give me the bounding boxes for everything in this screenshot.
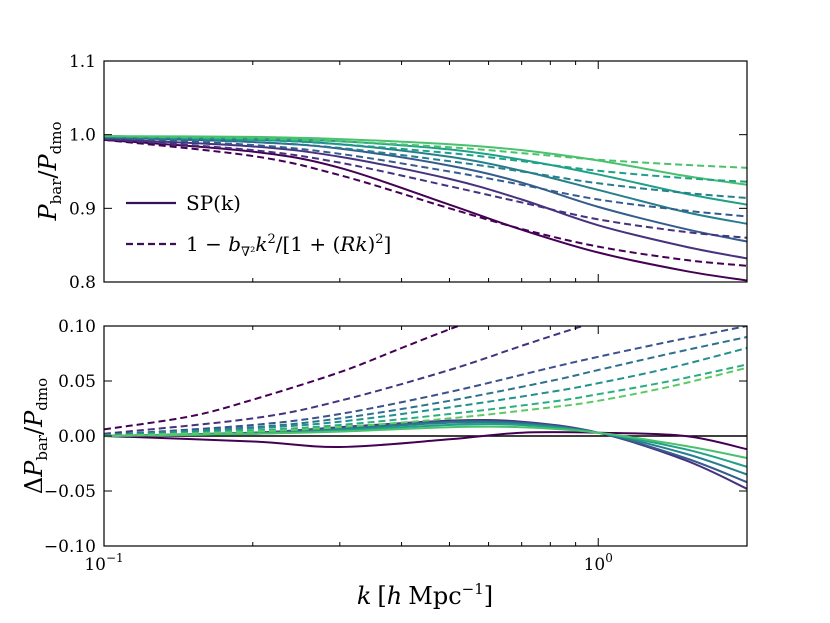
series-line-bottom-dashed-5: [104, 347, 747, 436]
series-line-bottom-solid-1: [104, 431, 747, 451]
top-ylabel-p: P: [34, 203, 62, 221]
series-line-bottom-dashed-3: [104, 326, 747, 436]
x-tick-label-base: 10: [84, 555, 106, 575]
y-tick-label: 0.8: [69, 273, 96, 293]
bottom-ylabel-p2: P: [20, 410, 48, 428]
top-panel: 0.80.91.01.1 Pbar/Pdmo SP(k) 1 − b∇²k2/[…: [34, 52, 748, 293]
bottom-ylabel-slash: /: [20, 426, 48, 435]
xlabel-mpc: Mpc: [408, 582, 461, 610]
y-tick-label: 1.0: [69, 126, 96, 146]
bottom-ylabel-bar: bar: [33, 434, 51, 461]
series-line-bottom-dashed-4: [104, 336, 747, 436]
legend-dashed-part-rest: /[1 + (: [276, 232, 341, 256]
y-tick-label: 1.1: [69, 52, 96, 72]
series-line-top-solid-1: [104, 138, 747, 282]
y-tick-label: 0.05: [58, 372, 96, 392]
xlabel-k: k: [357, 582, 372, 610]
series-line-top-solid-6: [104, 135, 747, 186]
top-ylabel-slash: /: [34, 170, 62, 179]
bottom-xlabel: k [h Mpc−1]: [357, 580, 493, 610]
top-ticks-group: 0.8 0.9 1.0 1.1: [69, 52, 748, 293]
y-tick-label: −0.10: [44, 537, 96, 557]
x-tick-label: 100: [584, 551, 613, 575]
legend-dashed-part-close: ): [367, 232, 375, 256]
bottom-ylabel-dmo: dmo: [33, 378, 51, 411]
series-line-bottom-dashed-1: [104, 326, 462, 431]
top-ylabel-p2: P: [34, 154, 62, 172]
panel-1-clip-group: [104, 326, 747, 490]
series-line-bottom-solid-6: [104, 425, 747, 459]
top-plot-frame: [103, 60, 748, 283]
legend-dashed-part-grad: ∇²: [241, 245, 255, 260]
series-line-bottom-solid-5: [104, 423, 747, 468]
xlabel-open: [: [377, 582, 386, 610]
y-tick-label: 0.9: [69, 199, 96, 219]
xlabel-h: h: [387, 582, 402, 610]
series-line-bottom-solid-3: [104, 420, 747, 484]
series-line-top-dashed-1: [104, 138, 747, 267]
series-line-bottom-dashed-2: [104, 326, 586, 435]
top-series-group: [104, 135, 747, 282]
x-tick-label-base: 10: [584, 555, 606, 575]
series-line-top-dashed-5: [104, 135, 747, 183]
series-line-top-dashed-6: [104, 135, 747, 169]
xlabel-close: ]: [484, 582, 493, 610]
y-tick-label: 0.10: [58, 317, 96, 337]
legend-dashed-part-two: 2: [267, 232, 275, 247]
bottom-plot-frame: [103, 325, 748, 547]
top-ylabel: Pbar/Pdmo: [34, 122, 65, 222]
x-tick-label-exp: 0: [605, 551, 613, 565]
legend-dashed-part-b: b: [228, 232, 241, 256]
legend-dashed-part-rk: Rk: [339, 232, 367, 256]
series-line-top-dashed-4: [104, 135, 747, 200]
top-ylabel-bar: bar: [47, 178, 65, 205]
legend-dashed-part-end: ]: [384, 232, 392, 256]
legend-dashed-part-two2: 2: [375, 232, 383, 247]
panel-0-clip-group: [104, 135, 747, 282]
series-line-top-dashed-2: [104, 138, 747, 239]
bottom-ylabel: ΔPbar/Pdmo: [20, 378, 51, 494]
y-tick-label: 0.00: [58, 427, 96, 447]
legend-dashed-part-a: 1 −: [186, 232, 228, 256]
legend-dashed-part-k: k: [255, 232, 267, 256]
series-line-top-solid-2: [104, 138, 747, 260]
bottom-ylabel-p: P: [20, 460, 48, 478]
bottom-ylabel-delta: Δ: [20, 477, 48, 494]
x-tick-label: 10−1: [84, 551, 123, 575]
legend-solid-label: SP(k): [186, 191, 241, 215]
y-tick-label: −0.05: [44, 482, 96, 502]
series-line-bottom-dashed-7: [104, 366, 747, 437]
series-line-bottom-dashed-6: [104, 363, 747, 437]
series-line-bottom-solid-2: [104, 419, 747, 490]
xlabel-exp: −1: [462, 580, 484, 598]
top-ylabel-dmo: dmo: [47, 122, 65, 155]
legend: SP(k) 1 − b∇²k2/[1 + (Rk)2]: [126, 191, 391, 260]
x-tick-label-exp: −1: [106, 551, 124, 565]
bottom-series-group: [104, 326, 747, 490]
series-line-top-dashed-3: [104, 136, 747, 218]
legend-dashed-label: 1 − b∇²k2/[1 + (Rk)2]: [186, 232, 391, 260]
